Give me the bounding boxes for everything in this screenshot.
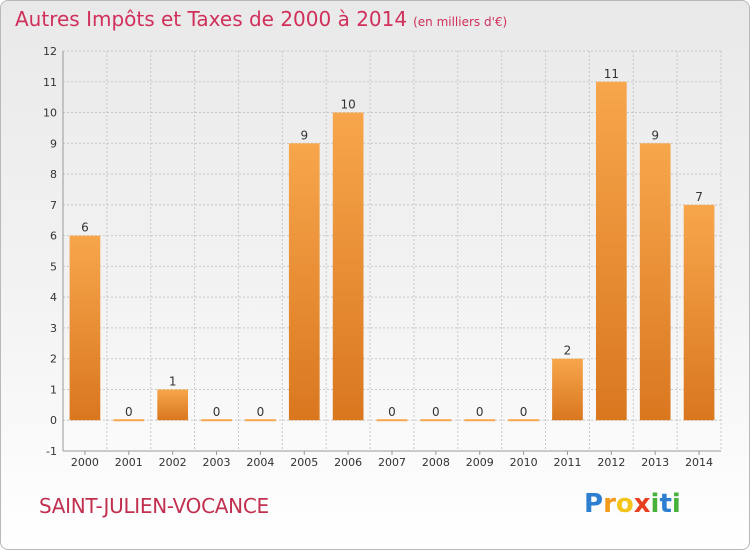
y-tick-label: 12 xyxy=(43,45,57,58)
bar xyxy=(157,389,189,421)
x-tick-label: 2010 xyxy=(510,456,538,469)
x-tick-label: 2002 xyxy=(159,456,187,469)
proxiti-logo[interactable]: Proxiti xyxy=(584,489,681,519)
y-tick-label: 1 xyxy=(50,383,57,396)
bar xyxy=(683,204,715,421)
data-label: 9 xyxy=(300,128,308,142)
x-tick-label: 2003 xyxy=(203,456,231,469)
bar xyxy=(552,358,583,421)
bar xyxy=(113,419,145,422)
x-tick-label: 2006 xyxy=(334,456,362,469)
data-label: 10 xyxy=(340,98,355,112)
axes xyxy=(62,51,721,455)
bar xyxy=(245,419,276,422)
data-label: 2 xyxy=(564,344,572,358)
y-tick-label: 8 xyxy=(50,168,57,181)
data-label: 1 xyxy=(169,374,177,388)
bar xyxy=(332,112,364,421)
x-tick-label: 2005 xyxy=(290,456,318,469)
y-tick-label: 5 xyxy=(50,260,57,273)
bar xyxy=(508,419,539,422)
x-tick-label: 2012 xyxy=(597,456,625,469)
data-label: 7 xyxy=(695,190,703,204)
data-label: 9 xyxy=(651,128,659,142)
x-tick-label: 2000 xyxy=(71,456,99,469)
logo-letter: x xyxy=(633,489,651,519)
y-tick-label: 6 xyxy=(50,230,57,243)
bar xyxy=(201,419,232,422)
y-tick-label: 7 xyxy=(50,199,57,212)
bar xyxy=(288,143,320,421)
x-tick-label: 2013 xyxy=(641,456,669,469)
x-tick-label: 2009 xyxy=(466,456,494,469)
logo-letter: i xyxy=(650,489,660,519)
x-tick-label: 2014 xyxy=(685,456,713,469)
bar xyxy=(69,235,101,421)
x-tick-label: 2008 xyxy=(422,456,450,469)
bar xyxy=(639,143,671,421)
data-label: 6 xyxy=(81,221,89,235)
y-tick-label: 4 xyxy=(50,291,57,304)
data-label: 11 xyxy=(604,67,619,81)
logo-letter: r xyxy=(603,489,616,519)
bar xyxy=(420,419,452,422)
y-tick-label: 9 xyxy=(50,137,57,150)
logo-letter: i xyxy=(671,489,681,519)
y-tick-label: -1 xyxy=(46,445,57,458)
logo-letter: o xyxy=(615,489,634,519)
x-tick-label: 2001 xyxy=(115,456,143,469)
data-label: 0 xyxy=(213,405,221,419)
bar xyxy=(464,419,496,422)
bar xyxy=(595,81,627,421)
data-label: 0 xyxy=(257,405,265,419)
data-label: 0 xyxy=(388,405,396,419)
data-label: 0 xyxy=(520,405,528,419)
logo-letter: P xyxy=(584,489,604,519)
data-label: 0 xyxy=(476,405,484,419)
data-label: 0 xyxy=(125,405,133,419)
chart-title: Autres Impôts et Taxes de 2000 à 2014 (en… xyxy=(15,7,507,31)
logo-letter: t xyxy=(659,489,672,519)
y-tick-label: 11 xyxy=(43,76,57,89)
y-tick-label: 0 xyxy=(50,414,57,427)
x-tick-labels: 2000 2001 2002 2003 2004 2005 2006 2007 2008 2009… xyxy=(71,456,713,469)
data-label: 0 xyxy=(432,405,440,419)
y-tick-label: 10 xyxy=(43,107,57,120)
unit-label: (en milliers d'€) xyxy=(413,15,508,29)
bars xyxy=(69,81,715,422)
commune-name: SAINT-JULIEN-VOCANCE xyxy=(39,494,269,518)
title-text: Autres Impôts et Taxes de 2000 à 2014 xyxy=(15,7,408,31)
x-tick-label: 2011 xyxy=(553,456,581,469)
y-tick-label: 3 xyxy=(50,322,57,335)
x-tick-label: 2007 xyxy=(378,456,406,469)
y-tick-label: 2 xyxy=(50,353,57,366)
bar xyxy=(376,419,408,422)
x-tick-label: 2004 xyxy=(246,456,274,469)
